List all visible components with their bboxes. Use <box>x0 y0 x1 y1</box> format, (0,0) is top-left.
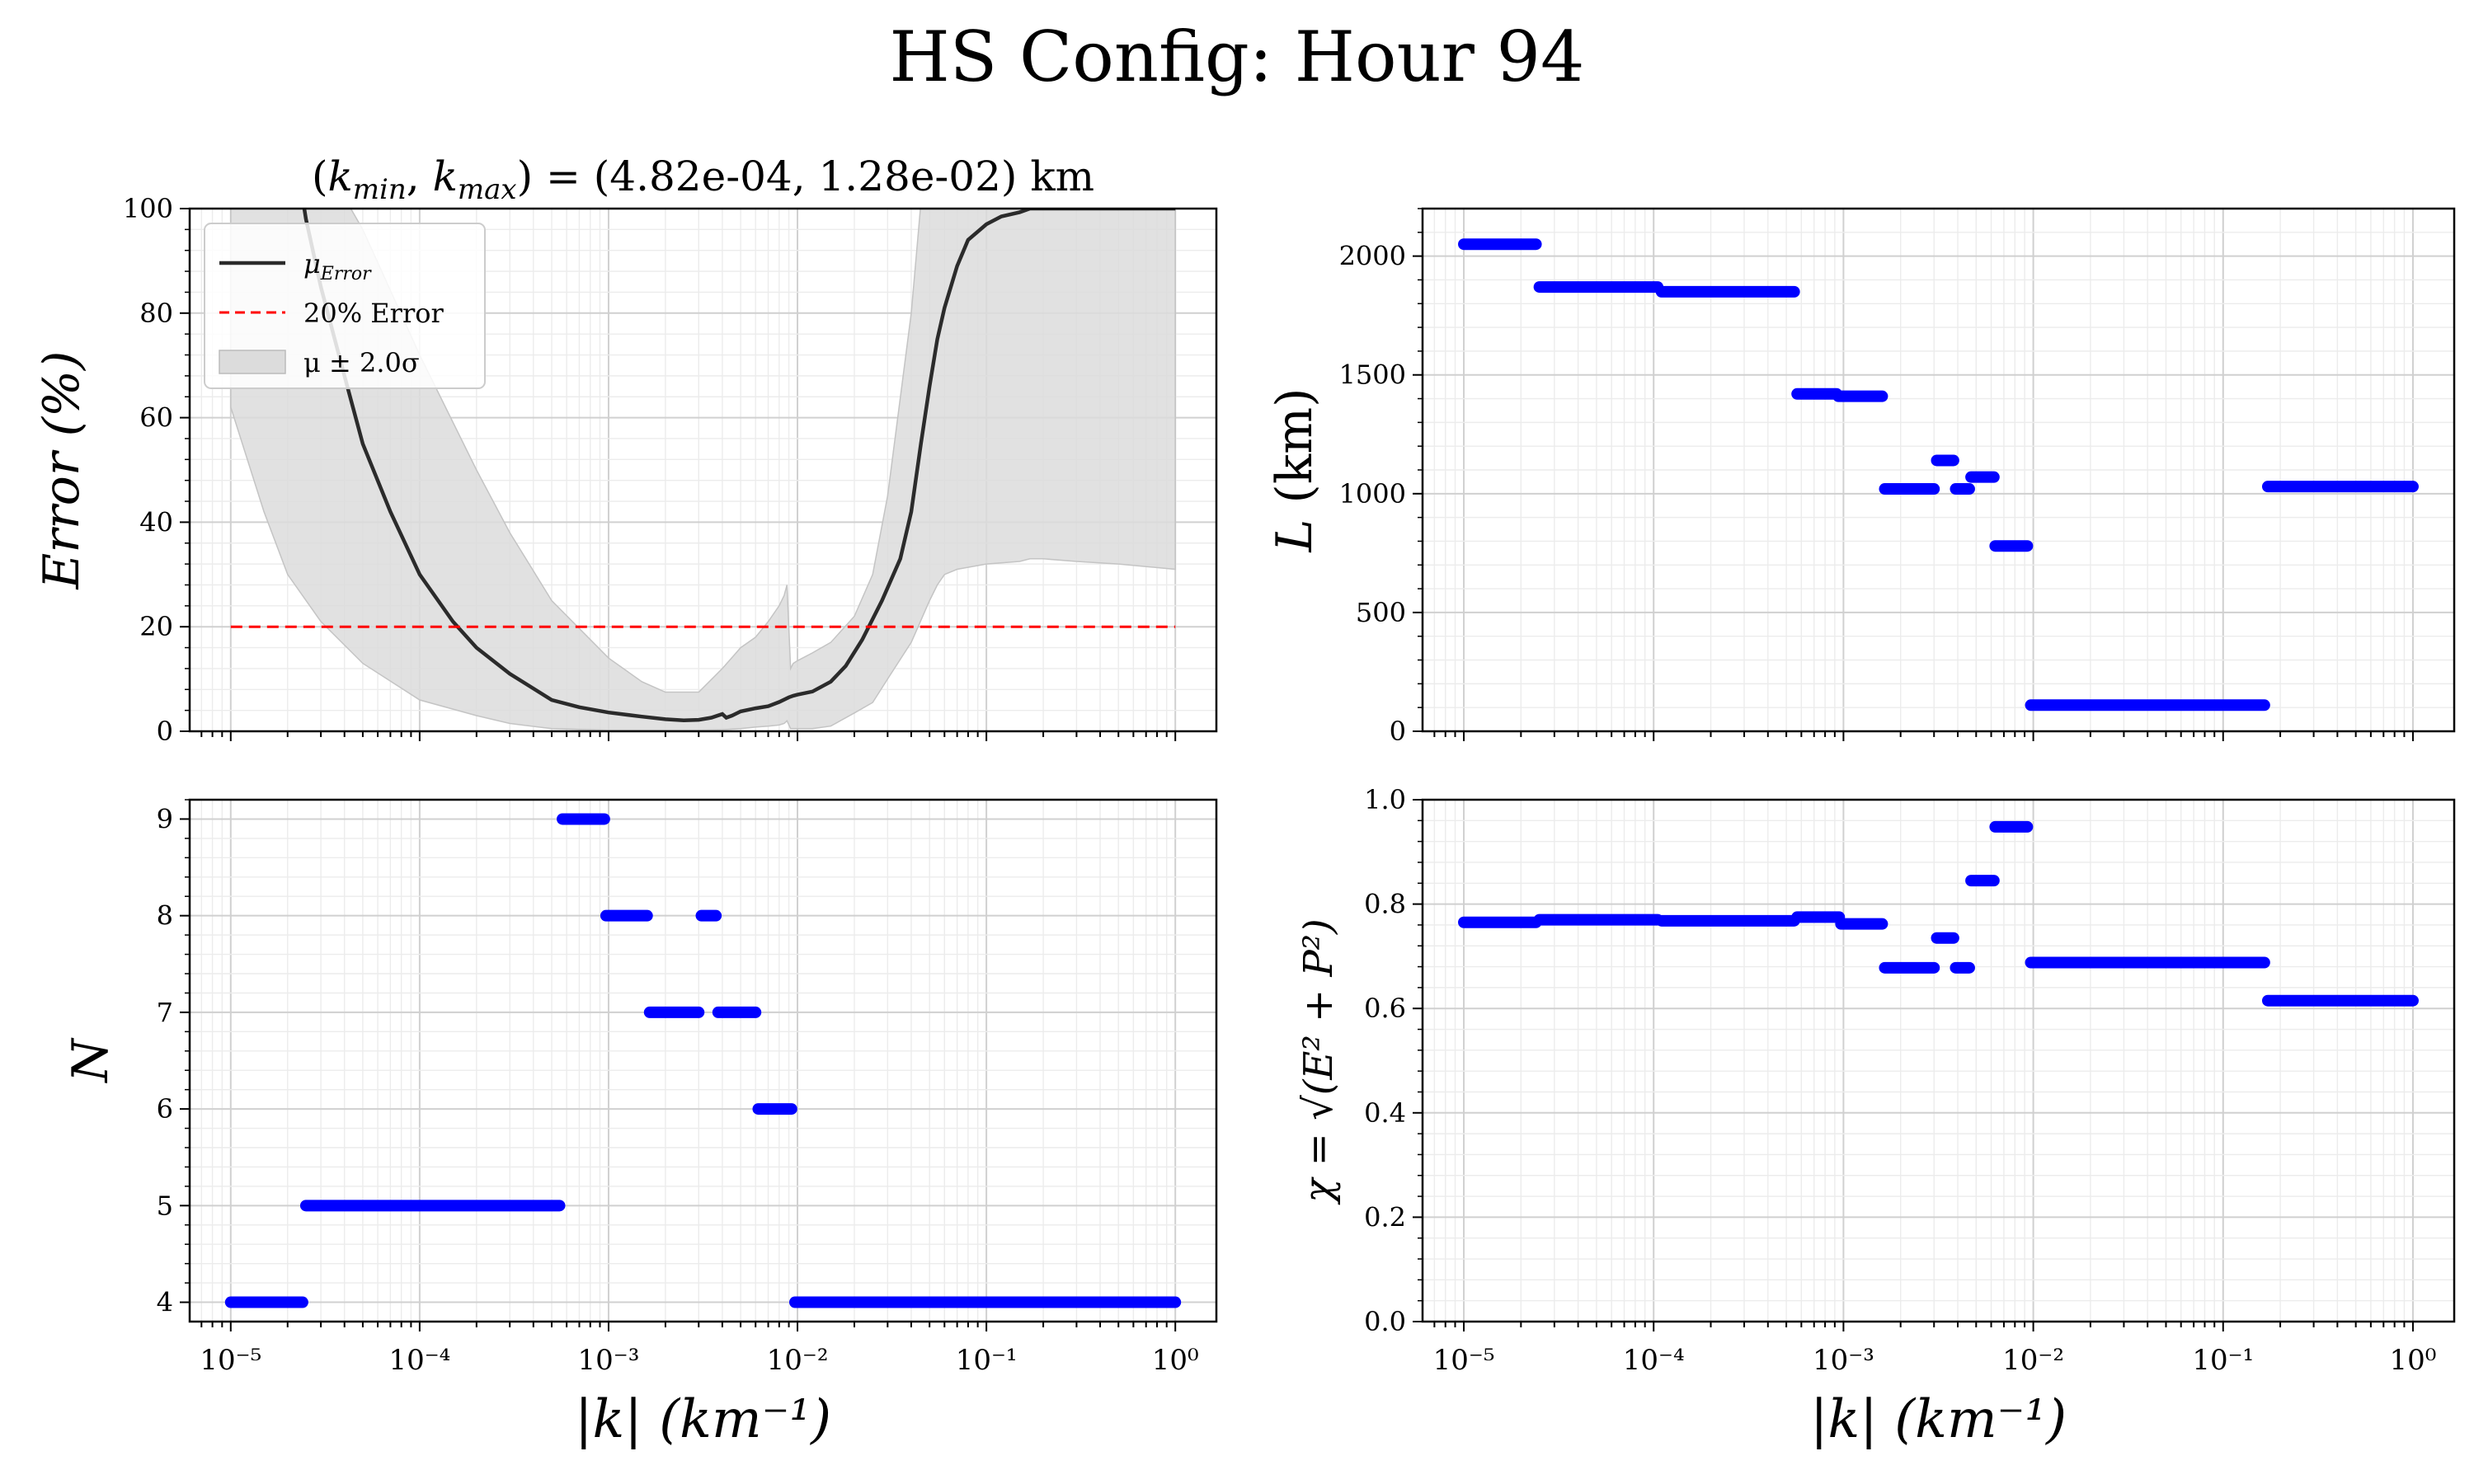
y-axis-label: χ = √(E² + P²) <box>1296 918 1342 1205</box>
panel-L: 0 500 1000 1500 2000 L (km) <box>1266 207 2456 747</box>
x-axis: 10⁻⁵ 10⁻⁴ 10⁻³ 10⁻² 10⁻¹ 10⁰ <box>1433 1322 2437 1377</box>
axes-frame <box>1421 798 2456 1323</box>
y-tick-label: 5 <box>157 1190 173 1221</box>
y-tick-label: 0.0 <box>1364 1306 1406 1337</box>
axes-frame <box>188 798 1218 1323</box>
y-tick-label: 0.4 <box>1364 1097 1406 1129</box>
y-tick-label: 7 <box>157 997 173 1028</box>
markers <box>224 813 1182 1308</box>
y-tick-label: 0 <box>157 716 173 747</box>
y-tick-label: 1000 <box>1339 478 1406 510</box>
y-axis: 0.0 0.2 0.4 0.6 0.8 1.0 <box>1364 784 1423 1337</box>
x-tick-label: 10⁻⁴ <box>388 1344 450 1377</box>
y-tick-label: 1.0 <box>1364 784 1406 815</box>
y-tick-label: 60 <box>139 402 173 434</box>
x-axis-label: |k| (km⁻¹) <box>575 1389 831 1450</box>
y-axis-label: N <box>62 1037 120 1084</box>
panel-N: 10⁻⁵ 10⁻⁴ 10⁻³ 10⁻² 10⁻¹ 10⁰ 4 5 6 7 8 9 N |k| (km⁻¹) <box>62 798 1218 1450</box>
legend-label: 20% Error <box>303 298 444 329</box>
x-tick-label: 10⁰ <box>2390 1344 2437 1377</box>
y-axis: 0 20 40 60 80 100 <box>123 193 190 747</box>
plot-area <box>224 813 1182 1308</box>
y-tick-label: 0.2 <box>1364 1201 1406 1233</box>
y-axis: 0 500 1000 1500 2000 <box>1339 208 1423 747</box>
x-tick-label: 10⁻⁴ <box>1623 1344 1685 1377</box>
y-axis-label: Error (%) <box>33 351 91 590</box>
y-axis-label: L (km) <box>1266 388 1324 553</box>
plot-area <box>1458 820 2419 1007</box>
y-tick-label: 4 <box>157 1287 173 1318</box>
grid <box>190 799 1216 1322</box>
y-tick-label: 100 <box>123 193 173 224</box>
plot-area <box>1458 238 2419 711</box>
x-tick-label: 10⁻² <box>2002 1344 2064 1377</box>
x-tick-label: 10⁻³ <box>578 1344 640 1377</box>
x-axis: 10⁻⁵ 10⁻⁴ 10⁻³ 10⁻² 10⁻¹ 10⁰ <box>200 1322 1199 1377</box>
x-axis-label: |k| (km⁻¹) <box>1810 1389 2067 1450</box>
y-tick-label: 500 <box>1356 597 1406 628</box>
legend: μError 20% Error μ ± 2.0σ <box>204 223 486 389</box>
y-tick-label: 2000 <box>1339 241 1406 272</box>
legend-label: μError <box>303 248 372 284</box>
x-tick-label: 10⁻² <box>767 1344 829 1377</box>
y-tick-label: 0.6 <box>1364 993 1406 1024</box>
y-tick-label: 20 <box>139 611 173 642</box>
markers <box>1458 238 2419 711</box>
figure-title: HS Config: Hour 94 <box>890 16 1585 97</box>
y-axis: 4 5 6 7 8 9 <box>157 799 190 1318</box>
plot-area <box>230 209 1176 731</box>
x-tick-label: 10⁻¹ <box>2192 1344 2254 1377</box>
grid <box>1423 799 2454 1322</box>
axes-frame <box>188 207 1218 733</box>
legend-swatch <box>219 350 286 374</box>
y-tick-label: 0 <box>1390 716 1406 747</box>
y-tick-label: 6 <box>157 1093 173 1125</box>
y-tick-label: 40 <box>139 506 173 538</box>
x-tick-label: 10⁻³ <box>1813 1344 1874 1377</box>
panel-error: 0 20 40 60 80 100 (kmin, kmax) = (4.82e-04, 1.… <box>33 153 1218 747</box>
y-tick-label: 80 <box>139 298 173 329</box>
y-tick-label: 8 <box>157 900 173 932</box>
x-tick-label: 10⁻⁵ <box>1433 1344 1495 1377</box>
y-tick-label: 9 <box>157 803 173 834</box>
mean-error-line <box>302 209 1176 722</box>
markers <box>1458 820 2419 1007</box>
x-tick-label: 10⁻¹ <box>956 1344 1018 1377</box>
x-axis <box>200 731 1177 741</box>
x-axis <box>1433 731 2414 741</box>
x-tick-label: 10⁰ <box>1152 1344 1199 1377</box>
panel-chi: 10⁻⁵ 10⁻⁴ 10⁻³ 10⁻² 10⁻¹ 10⁰ 0.0 0.2 0.4 0.6 0.8 1.… <box>1296 784 2456 1450</box>
subplot-title: (kmin, kmax) = (4.82e-04, 1.28e-02) km <box>312 153 1094 206</box>
legend-label: μ ± 2.0σ <box>303 347 420 378</box>
y-tick-label: 0.8 <box>1364 889 1406 920</box>
y-tick-label: 1500 <box>1339 359 1406 391</box>
x-tick-label: 10⁻⁵ <box>200 1344 261 1377</box>
